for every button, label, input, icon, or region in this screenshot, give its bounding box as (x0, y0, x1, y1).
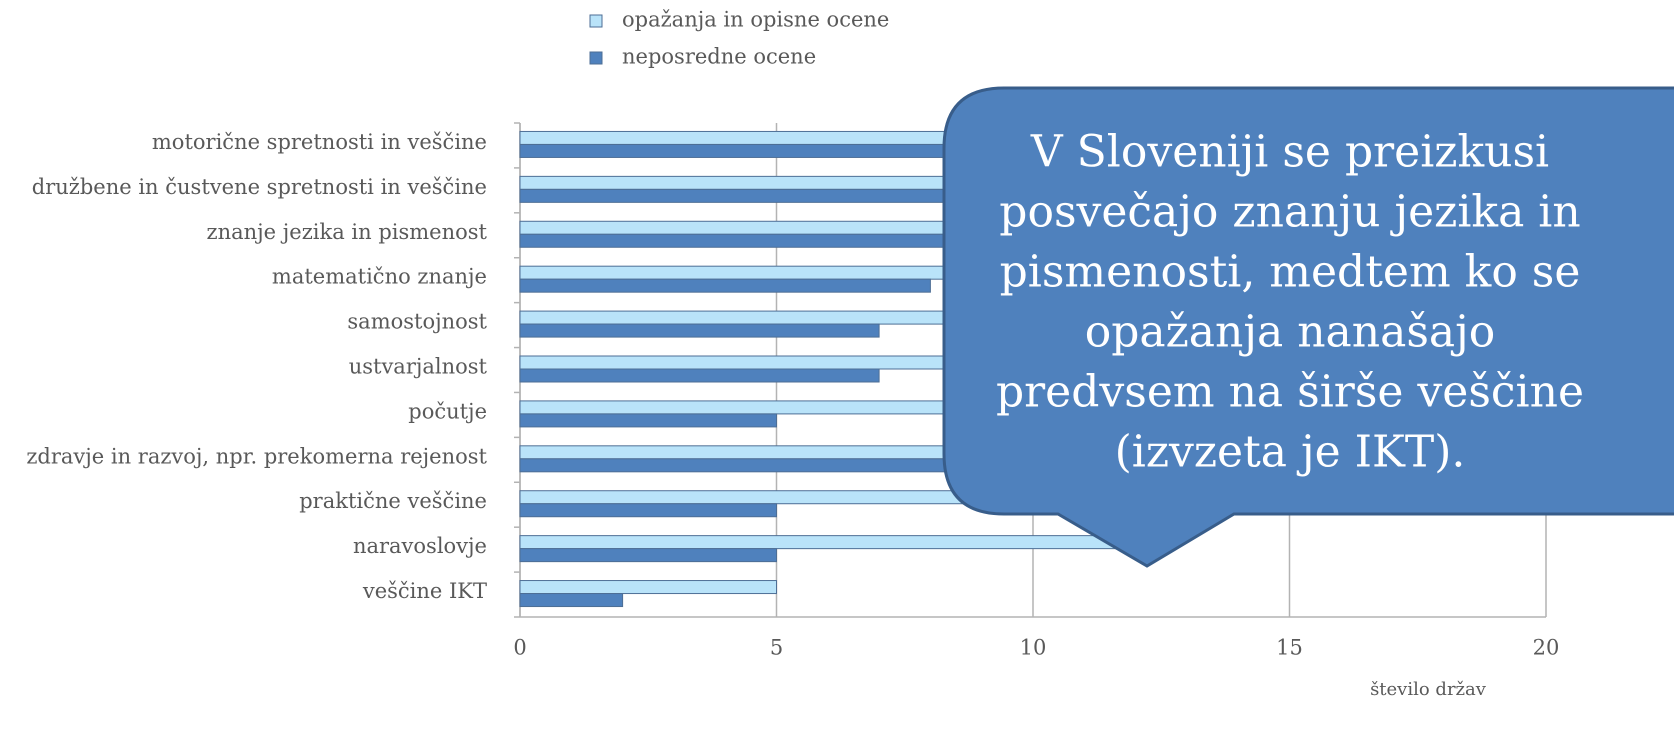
bar (519, 535, 1137, 550)
y-tick-label: ustvarjalnost (349, 355, 488, 379)
bar (519, 503, 777, 518)
bar (519, 278, 931, 293)
bar (519, 413, 777, 428)
callout-text: pismenosti, medtem ko se (1000, 247, 1581, 298)
bar (519, 548, 777, 563)
x-tick-label: 10 (1020, 636, 1047, 660)
y-tick-label: veščine IKT (362, 579, 487, 603)
legend-label: opažanja in opisne ocene (622, 8, 889, 32)
legend-swatch (589, 51, 603, 65)
x-axis-label: število držav (1370, 679, 1487, 700)
callout-text: opažanja nanašajo (1085, 307, 1496, 358)
y-tick-label: znanje jezika in pismenost (207, 220, 488, 244)
y-tick-label: zdravje in razvoj, npr. prekomerna rejen… (26, 444, 487, 468)
legend-swatch (589, 14, 603, 28)
bar (519, 580, 777, 595)
y-tick-label: naravoslovje (353, 534, 487, 558)
callout-text: V Sloveniji se preizkusi (1030, 127, 1549, 178)
callout-text: (izvzeta je IKT). (1115, 427, 1466, 478)
y-tick-label: matematično znanje (272, 265, 487, 289)
x-tick-label: 0 (513, 636, 526, 660)
callout (942, 86, 1674, 568)
bar (519, 368, 880, 383)
y-tick-label: počutje (408, 399, 487, 423)
y-tick-label: praktične veščine (299, 489, 487, 513)
callout-text: predvsem na širše veščine (996, 367, 1584, 418)
callout-text: posvečajo znanju jezika in (999, 187, 1580, 238)
y-tick-label: samostojnost (347, 310, 487, 334)
y-tick-label: družbene in čustvene spretnosti in vešči… (32, 175, 487, 199)
x-tick-label: 5 (770, 636, 783, 660)
x-tick-label: 15 (1276, 636, 1303, 660)
legend-label: neposredne ocene (622, 45, 816, 69)
bar (519, 593, 624, 608)
x-tick-label: 20 (1533, 636, 1560, 660)
y-tick-label: motorične spretnosti in veščine (152, 130, 487, 154)
bar (519, 323, 880, 338)
